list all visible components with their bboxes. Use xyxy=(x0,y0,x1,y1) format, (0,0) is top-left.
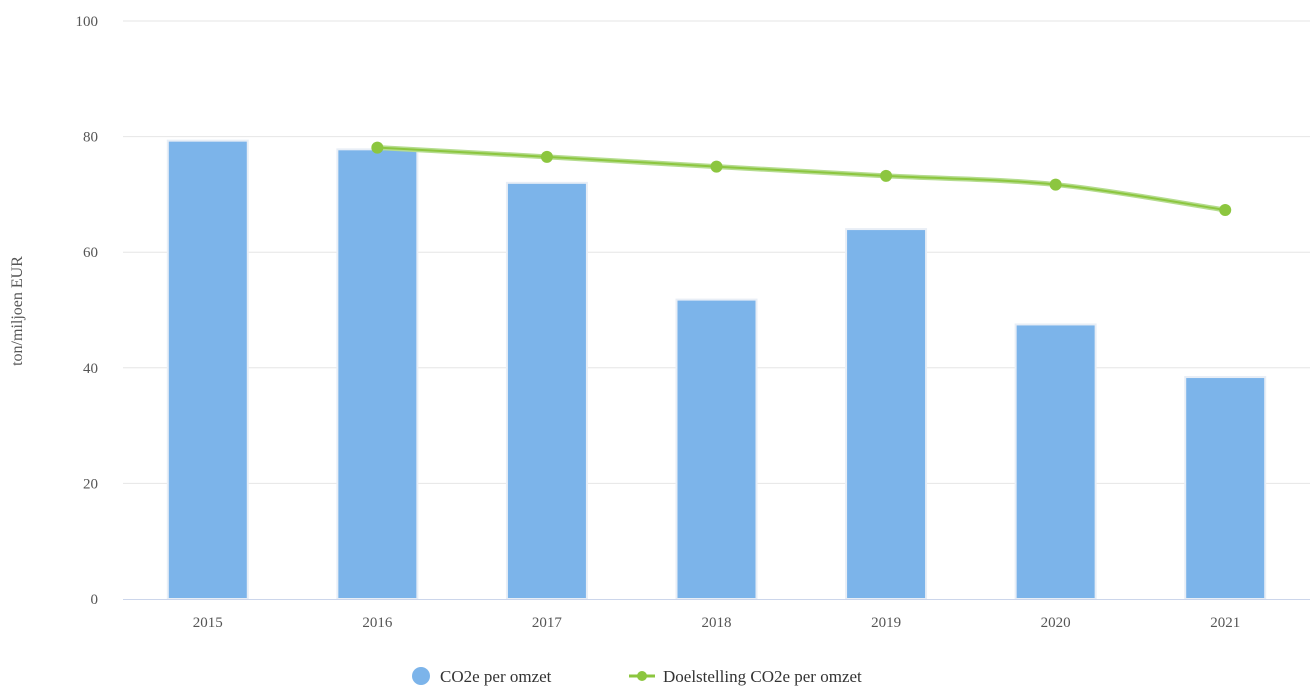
legend-bar-label: CO2e per omzet xyxy=(440,667,552,686)
y-tick-label: 100 xyxy=(76,14,99,30)
x-tick-label: 2020 xyxy=(1041,615,1071,631)
series-line-halo xyxy=(374,145,1228,213)
x-axis: 2015 2016 2017 2018 2019 2020 2021 xyxy=(123,599,1310,631)
y-tick-label: 0 xyxy=(91,592,99,608)
bar xyxy=(1184,376,1267,600)
line-point xyxy=(880,169,893,182)
bar-series xyxy=(166,139,1267,601)
legend[interactable]: CO2e per omzet Doelstelling CO2e per omz… xyxy=(412,667,862,686)
line-point xyxy=(371,141,384,154)
line-point xyxy=(1219,204,1232,217)
line-series xyxy=(371,141,1232,217)
legend-item-line[interactable]: Doelstelling CO2e per omzet xyxy=(629,667,862,686)
bar xyxy=(505,181,588,600)
x-tick-label: 2017 xyxy=(532,615,563,631)
y-tick-label: 40 xyxy=(83,361,98,377)
y-tick-label: 20 xyxy=(83,476,98,492)
y-axis-ticks: 0 20 40 60 80 100 xyxy=(76,14,99,608)
line-point xyxy=(540,150,553,163)
bar xyxy=(845,228,928,601)
x-tick-label: 2016 xyxy=(362,615,393,631)
line-point xyxy=(1049,178,1062,191)
bar xyxy=(166,139,249,600)
x-tick-label: 2019 xyxy=(871,615,901,631)
x-tick-label: 2018 xyxy=(702,615,732,631)
bar xyxy=(675,298,758,600)
y-tick-label: 80 xyxy=(83,130,98,146)
x-tick-label: 2015 xyxy=(193,615,223,631)
legend-bar-marker xyxy=(412,667,430,685)
y-tick-label: 60 xyxy=(83,245,98,261)
legend-item-bars[interactable]: CO2e per omzet xyxy=(412,667,552,686)
legend-line-dot xyxy=(637,671,647,681)
bar xyxy=(336,148,419,600)
bar xyxy=(1014,323,1097,600)
series-line xyxy=(377,146,1226,211)
y-axis-title: ton/miljoen EUR xyxy=(9,256,26,366)
gridlines xyxy=(123,20,1310,484)
x-tick-label: 2021 xyxy=(1210,615,1240,631)
legend-line-label: Doelstelling CO2e per omzet xyxy=(663,667,862,686)
line-point xyxy=(710,160,723,173)
